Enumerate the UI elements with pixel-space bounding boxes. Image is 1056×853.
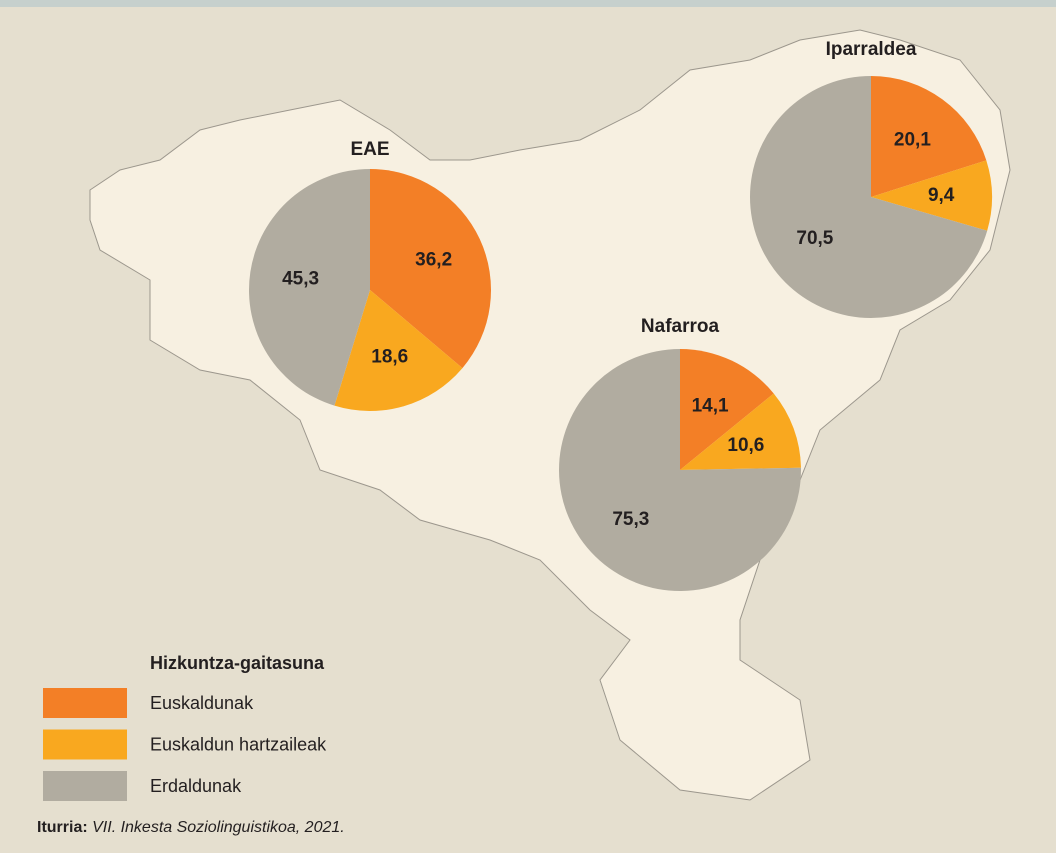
data-label: 70,5 [796,228,833,249]
pie-title: Nafarroa [641,316,720,337]
legend-swatch [43,729,127,760]
legend-label: Euskaldun hartzaileak [150,734,327,754]
data-label: 20,1 [894,129,931,150]
pie-slice [871,76,987,197]
source-text: VII. Inkesta Soziolinguistikoa, 2021. [92,819,345,836]
pie-slice [559,349,801,591]
pie-slice [248,169,370,406]
pie-slice [750,76,988,318]
legend-swatch [43,688,127,718]
top-band [0,0,1056,7]
data-label: 14,1 [692,396,729,417]
data-label: 36,2 [415,249,452,270]
data-label: 10,6 [727,435,764,456]
pie-slice [370,169,491,369]
legend-label: Euskaldunak [150,693,254,713]
pie-slice [680,349,774,470]
pie-slice [680,393,801,470]
pie-title: Iparraldea [826,39,917,60]
legend-swatch [43,771,127,801]
data-label: 45,3 [282,269,319,290]
pie-slice [334,290,463,411]
pie-title: EAE [350,139,389,160]
data-label: 9,4 [928,185,955,206]
pie-slice [871,160,992,231]
source-label: Iturria: [37,819,88,836]
source: Iturria: VII. Inkesta Soziolinguistikoa,… [37,819,345,836]
data-label: 18,6 [371,346,408,367]
legend-label: Erdaldunak [150,776,242,796]
legend-title: Hizkuntza-gaitasuna [150,653,325,673]
data-label: 75,3 [612,509,649,530]
